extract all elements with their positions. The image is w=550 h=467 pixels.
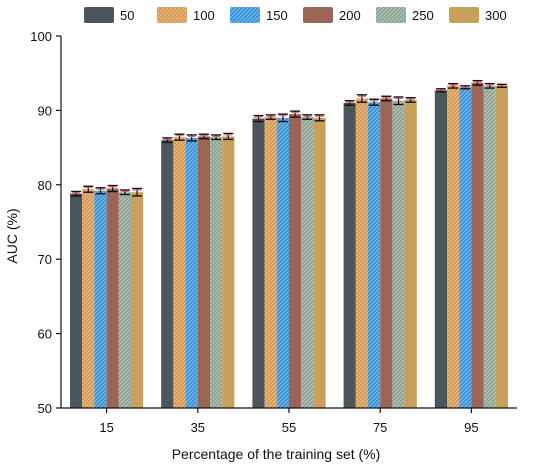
legend: 50 100 150 200 250 300 <box>84 7 507 23</box>
bar-50-55 <box>252 118 265 409</box>
bar-hatch-250-35 <box>210 137 223 408</box>
bar-hatch-100-15 <box>82 189 95 408</box>
bar-hatch-100-95 <box>447 85 460 409</box>
y-tick-label: 70 <box>38 252 52 267</box>
bar-50-15 <box>70 193 83 408</box>
bar-hatch-100-55 <box>264 117 277 408</box>
plot-area <box>70 79 508 409</box>
y-tick-label: 60 <box>38 327 52 342</box>
y-tick-label: 100 <box>30 29 52 44</box>
x-axis-title: Percentage of the training set (%) <box>172 446 381 462</box>
bar-200-35 <box>197 136 210 408</box>
bar-hatch-150-15 <box>94 190 107 408</box>
bar-200-15 <box>106 188 119 408</box>
bar-300-15 <box>131 192 144 408</box>
bar-300-35 <box>222 136 235 408</box>
legend-label-50: 50 <box>120 8 134 23</box>
bar-hatch-100-35 <box>173 137 186 408</box>
bar-50-95 <box>434 90 447 408</box>
y-axis-title: AUC (%) <box>4 208 20 263</box>
bar-300-55 <box>313 117 326 408</box>
bar-hatch-150-55 <box>276 117 289 408</box>
y-tick-label: 90 <box>38 103 52 118</box>
bar-200-95 <box>471 82 484 408</box>
y-axis-ticks: 50 60 70 80 90 100 <box>30 29 61 416</box>
legend-label-100: 100 <box>193 8 215 23</box>
bar-hatch-250-55 <box>301 117 314 408</box>
x-axis-ticks: 15 35 55 75 95 <box>99 408 479 435</box>
bar-hatch-250-75 <box>392 100 405 408</box>
legend-label-250: 250 <box>412 8 434 23</box>
y-tick-label: 80 <box>38 178 52 193</box>
legend-label-300: 300 <box>485 8 507 23</box>
legend-swatch-200 <box>303 7 333 23</box>
bar-hatch-100-75 <box>355 98 368 408</box>
bar-200-55 <box>289 114 302 409</box>
legend-swatch-hatch <box>157 7 187 23</box>
bar-hatch-150-35 <box>185 137 198 409</box>
bar-300-95 <box>495 85 508 409</box>
legend-swatch-hatch <box>230 7 260 23</box>
legend-swatch-300 <box>449 7 479 23</box>
bar-200-75 <box>380 98 393 408</box>
x-tick-label: 75 <box>373 420 387 435</box>
legend-swatch-hatch <box>376 7 406 23</box>
x-tick-label: 55 <box>282 420 296 435</box>
x-tick-label: 15 <box>99 420 113 435</box>
x-tick-label: 95 <box>464 420 478 435</box>
legend-swatch-50 <box>84 7 114 23</box>
bar-hatch-150-95 <box>459 87 472 408</box>
y-tick-label: 50 <box>38 401 52 416</box>
bar-300-75 <box>404 99 417 408</box>
bar-hatch-250-95 <box>483 85 496 409</box>
bar-hatch-150-75 <box>368 102 381 408</box>
legend-label-150: 150 <box>266 8 288 23</box>
legend-label-200: 200 <box>339 8 361 23</box>
bar-50-75 <box>343 102 356 409</box>
bar-hatch-250-15 <box>118 192 131 408</box>
bar-50-35 <box>161 140 174 408</box>
x-tick-label: 35 <box>191 420 205 435</box>
